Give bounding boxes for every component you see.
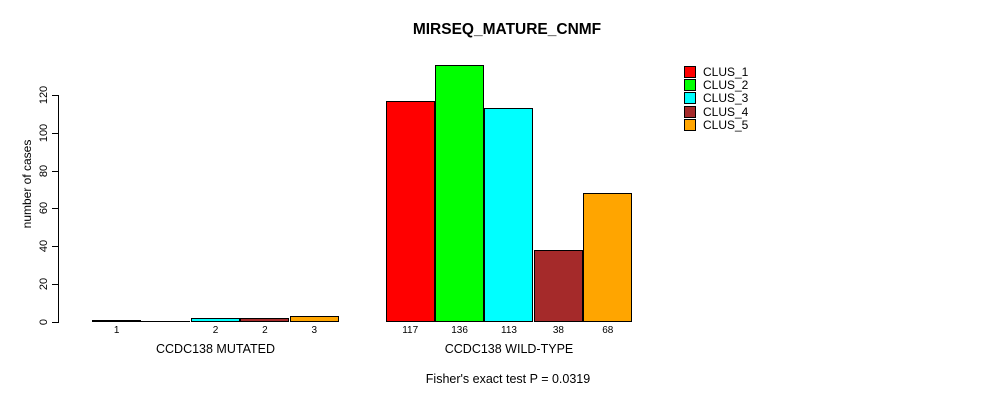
bar-value-label: 2 [212,325,219,336]
legend-label: CLUS_4 [703,104,749,119]
group-label: CCDC138 WILD-TYPE [444,342,574,356]
y-tick [52,170,58,172]
bar-clus_4 [534,250,583,322]
bar-value-label: 2 [262,325,268,336]
bar-clus_3 [191,318,240,322]
bar-value-label: 1 [113,325,120,336]
y-tick-label: 40 [38,240,50,253]
legend-swatch-icon [684,92,696,105]
legend-label: CLUS_2 [703,78,749,93]
y-tick-label: 0 [38,318,50,326]
bar-clus_4 [240,318,289,322]
bar-value-label: 117 [402,325,419,336]
bar-clus_3 [484,108,533,322]
bar-zero-clus_2 [141,321,190,322]
legend-swatch-icon [684,79,696,92]
fisher-test-annotation: Fisher's exact test P = 0.0319 [425,372,591,386]
bar-value-label: 136 [451,325,468,336]
y-tick [52,208,58,210]
y-axis-line [58,95,59,323]
y-tick [52,94,58,96]
legend-swatch-icon [684,118,696,131]
y-tick [52,322,58,323]
legend-label: CLUS_1 [703,65,749,79]
y-tick-label: 20 [38,278,50,291]
legend-swatch-icon [684,66,696,78]
legend-label: CLUS_5 [703,117,749,132]
y-tick [52,284,58,286]
y-tick [52,132,58,134]
y-tick [52,246,58,248]
bar-value-label: 3 [311,325,318,336]
bar-clus_5 [583,193,632,322]
y-tick-label: 100 [38,123,50,143]
bar-clus_1 [92,320,141,322]
y-axis-title: number of cases [20,139,34,229]
bar-value-label: 38 [552,325,564,336]
bar-value-label: 68 [602,325,614,336]
legend-swatch-icon [684,105,696,118]
y-tick-label: 80 [38,164,50,177]
legend-label: CLUS_3 [703,91,749,106]
bar-clus_2 [435,65,484,322]
bar-value-label: 113 [501,325,517,336]
group-label: CCDC138 MUTATED [156,342,275,356]
bar-clus_1 [386,101,435,322]
chart-title: MIRSEQ_MATURE_CNMF [412,21,602,38]
bar-clus_5 [290,316,339,322]
y-tick-label: 120 [38,85,50,105]
y-tick-label: 60 [38,202,50,215]
